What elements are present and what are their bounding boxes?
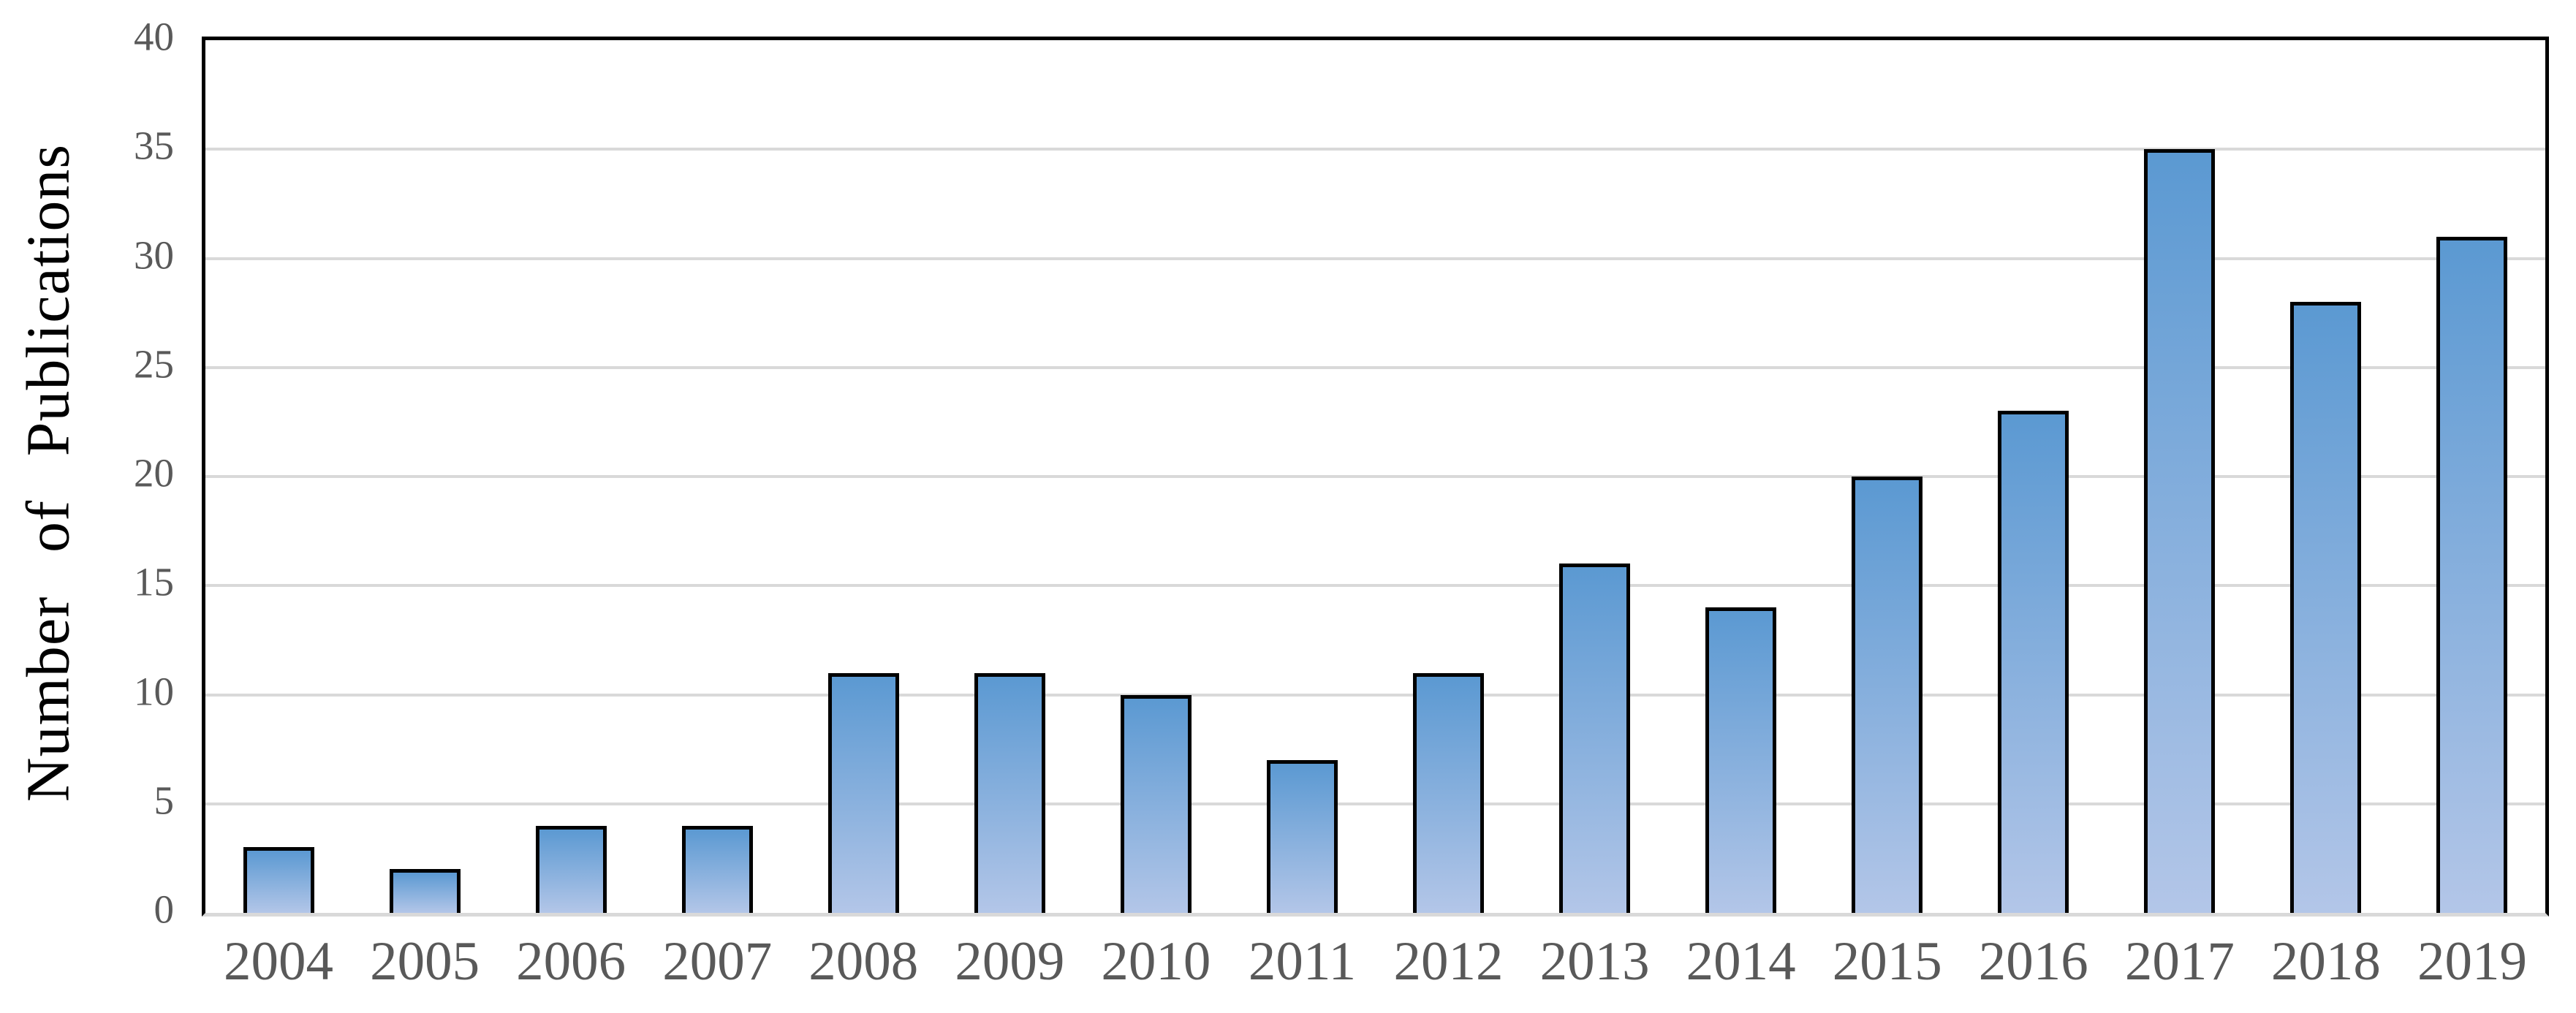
- y-tick-label-20: 20: [134, 450, 174, 496]
- x-label-2018: 2018: [2270, 931, 2381, 992]
- bar-slot-2012: [1376, 40, 1522, 913]
- bar-slot-2008: [790, 40, 936, 913]
- bar-2014: [1705, 607, 1777, 913]
- gridline-30: [205, 257, 2545, 260]
- x-label-2017: 2017: [2124, 931, 2235, 992]
- x-label-2004: 2004: [224, 931, 334, 992]
- x-label-2008: 2008: [808, 931, 919, 992]
- bar-2012: [1413, 672, 1485, 913]
- bar-2018: [2290, 302, 2362, 913]
- x-label-2014: 2014: [1686, 931, 1796, 992]
- bar-slot-2018: [2253, 40, 2399, 913]
- bar-2006: [535, 825, 607, 913]
- bar-slot-2006: [498, 40, 644, 913]
- gridline-35: [205, 148, 2545, 151]
- bar-2013: [1559, 564, 1631, 913]
- y-tick-label-10: 10: [134, 669, 174, 713]
- bar-2015: [1852, 477, 1923, 913]
- bar-series: [205, 40, 2545, 913]
- bar-slot-2004: [205, 40, 352, 913]
- bar-2007: [681, 825, 753, 913]
- bar-2010: [1120, 694, 1192, 913]
- x-label-2016: 2016: [1978, 931, 2088, 992]
- gridline-15: [205, 584, 2545, 588]
- bar-2017: [2144, 149, 2216, 913]
- bar-slot-2017: [2107, 40, 2253, 913]
- x-label-2013: 2013: [1539, 931, 1650, 992]
- bar-slot-2007: [644, 40, 790, 913]
- x-label-2012: 2012: [1393, 931, 1504, 992]
- bar-2004: [243, 847, 314, 913]
- bar-2016: [1998, 411, 2069, 913]
- x-label-2005: 2005: [370, 931, 480, 992]
- bar-slot-2014: [1668, 40, 1814, 913]
- bar-slot-2016: [1961, 40, 2107, 913]
- y-tick-label-0: 0: [154, 887, 175, 932]
- x-label-2015: 2015: [1832, 931, 1942, 992]
- bar-slot-2005: [352, 40, 498, 913]
- y-tick-label-35: 35: [134, 123, 174, 168]
- bar-2011: [1266, 760, 1338, 913]
- gridline-5: [205, 802, 2545, 805]
- x-label-2010: 2010: [1101, 931, 1211, 992]
- bar-2005: [389, 869, 461, 913]
- gridline-20: [205, 475, 2545, 478]
- y-tick-label-15: 15: [134, 559, 174, 604]
- bar-slot-2010: [1083, 40, 1229, 913]
- bar-2008: [827, 672, 899, 913]
- gridline-10: [205, 693, 2545, 697]
- x-label-2009: 2009: [955, 931, 1065, 992]
- bar-2019: [2436, 236, 2508, 913]
- y-tick-label-5: 5: [154, 778, 175, 823]
- x-label-2007: 2007: [662, 931, 773, 992]
- plot-area: [202, 37, 2549, 917]
- bar-slot-2015: [1814, 40, 1961, 913]
- y-axis-tick-labels: 0 5 10 15 20 25 30 35 40: [0, 17, 175, 930]
- bar-2009: [974, 672, 1045, 913]
- y-tick-label-30: 30: [134, 232, 174, 277]
- x-label-2019: 2019: [2417, 931, 2527, 992]
- x-label-2006: 2006: [516, 931, 626, 992]
- gridline-25: [205, 365, 2545, 369]
- bar-slot-2019: [2399, 40, 2545, 913]
- y-tick-label-25: 25: [134, 341, 174, 387]
- bar-slot-2011: [1229, 40, 1375, 913]
- y-tick-label-40: 40: [134, 14, 174, 59]
- x-label-2011: 2011: [1248, 931, 1357, 992]
- bar-slot-2013: [1522, 40, 1668, 913]
- bar-slot-2009: [936, 40, 1083, 913]
- x-axis-labels: 2004 2005 2006 2007 2008 2009 2010 2011 2012 2013…: [205, 934, 2545, 989]
